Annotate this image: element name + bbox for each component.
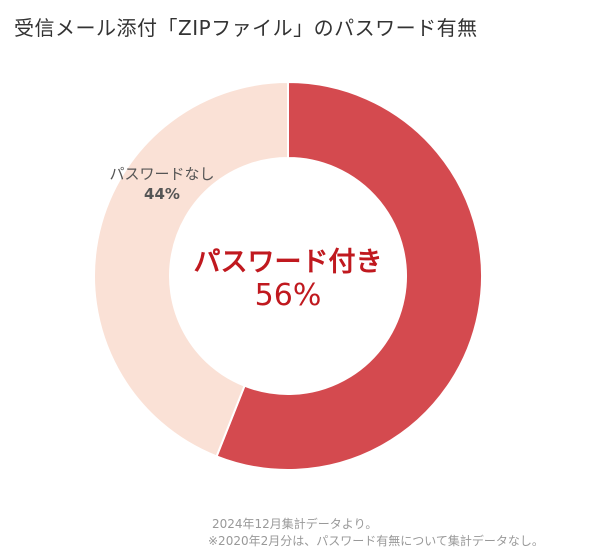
label-with-password-name: パスワード付き — [193, 247, 383, 278]
footnote-missing-data: ※2020年2月分は、パスワード有無について集計データなし。 — [208, 534, 544, 548]
slice-with-password — [215, 80, 483, 471]
label-without-password-name: パスワードなし — [109, 165, 215, 183]
footnote-source: 2024年12月集計データより。 — [212, 517, 378, 531]
chart-title: 受信メール添付「ZIPファイル」のパスワード有無 — [14, 16, 478, 40]
slice-without-password — [93, 80, 289, 458]
label-with-password-value: 56% — [254, 278, 322, 313]
label-without-password-value: 44% — [144, 185, 180, 203]
